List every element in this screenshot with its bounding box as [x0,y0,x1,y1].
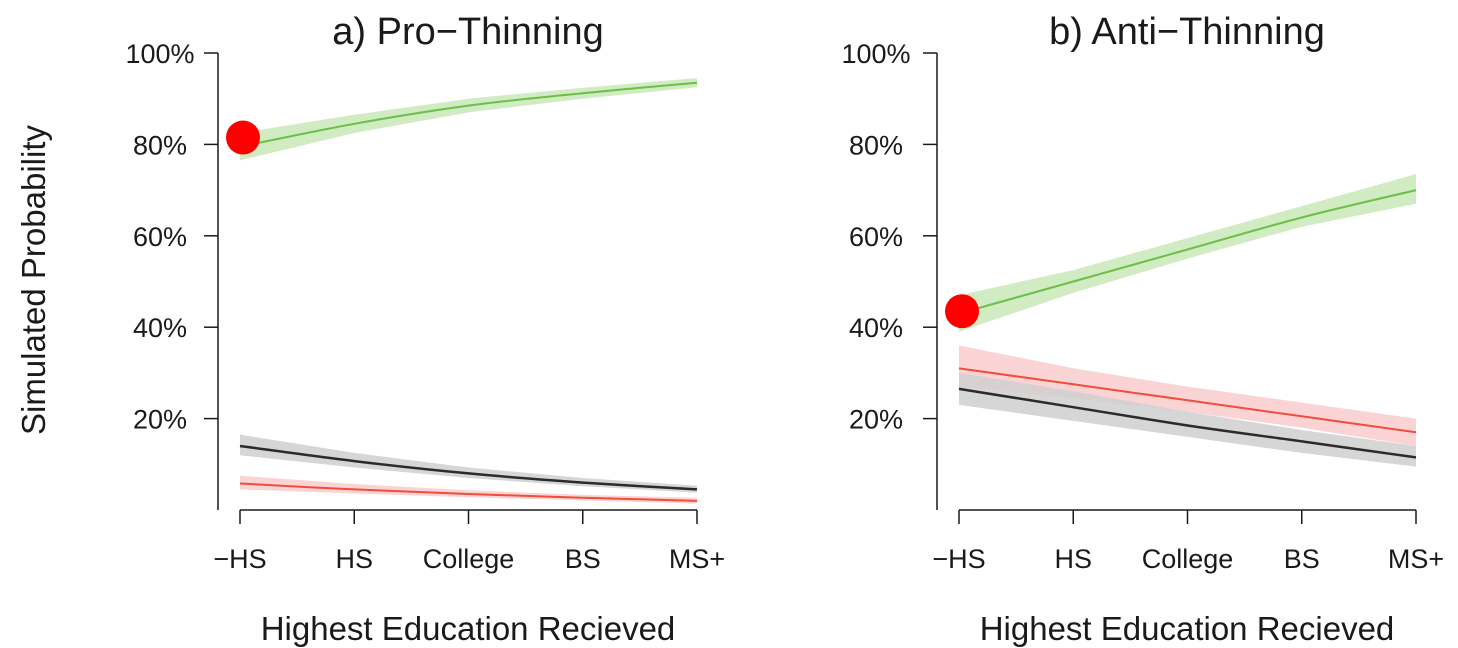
series-line [958,387,1417,459]
chart-title: a) Pro−Thinning [332,11,603,53]
series-line [239,81,698,148]
highlight-marker [226,120,260,155]
x-tick-label: BS [565,544,601,574]
x-tick-label: −HS [213,544,266,574]
x-tick-label: −HS [932,544,985,574]
x-axis-title: Highest Education Recieved [261,610,676,647]
confidence-band [959,345,1416,446]
panel-anti-thinning: b) Anti−Thinning 20% 40% 60% 80% 100% −HS HS Col… [841,11,1444,647]
y-tick-label: 100% [841,39,910,69]
y-tick-label: 60% [133,222,187,252]
x-tick-label: HS [1054,544,1092,574]
x-tick-label: MS+ [1388,544,1444,574]
confidence-band [959,174,1416,332]
y-tick-label: 20% [133,405,187,435]
chart-title: b) Anti−Thinning [1049,11,1325,53]
x-tick-label: HS [335,544,373,574]
y-tick-label: 100% [125,39,194,69]
y-tick-label: 40% [133,313,187,343]
x-tick-label: College [423,544,515,574]
confidence-band [240,434,697,493]
y-tick-label: 20% [849,405,903,435]
x-tick-label: MS+ [669,544,725,574]
confidence-band [240,475,697,504]
series-line [958,367,1417,434]
confidence-band [240,78,697,161]
x-tick-label: BS [1284,544,1320,574]
series-line [239,444,698,491]
series-line [239,482,698,502]
x-axis-title: Highest Education Recieved [980,610,1395,647]
x-tick-label: College [1142,544,1234,574]
y-tick-label: 60% [849,222,903,252]
y-tick-label: 80% [133,130,187,160]
y-tick-label: 80% [849,130,903,160]
series-line [958,189,1417,315]
confidence-band [959,372,1416,467]
y-tick-label: 40% [849,313,903,343]
panel-pro-thinning: a) Pro−Thinning 20% 40% 60% 80% 100% −HS HS Coll… [125,11,725,647]
y-axis-title: Simulated Probability [15,125,52,435]
highlight-marker [945,294,979,329]
